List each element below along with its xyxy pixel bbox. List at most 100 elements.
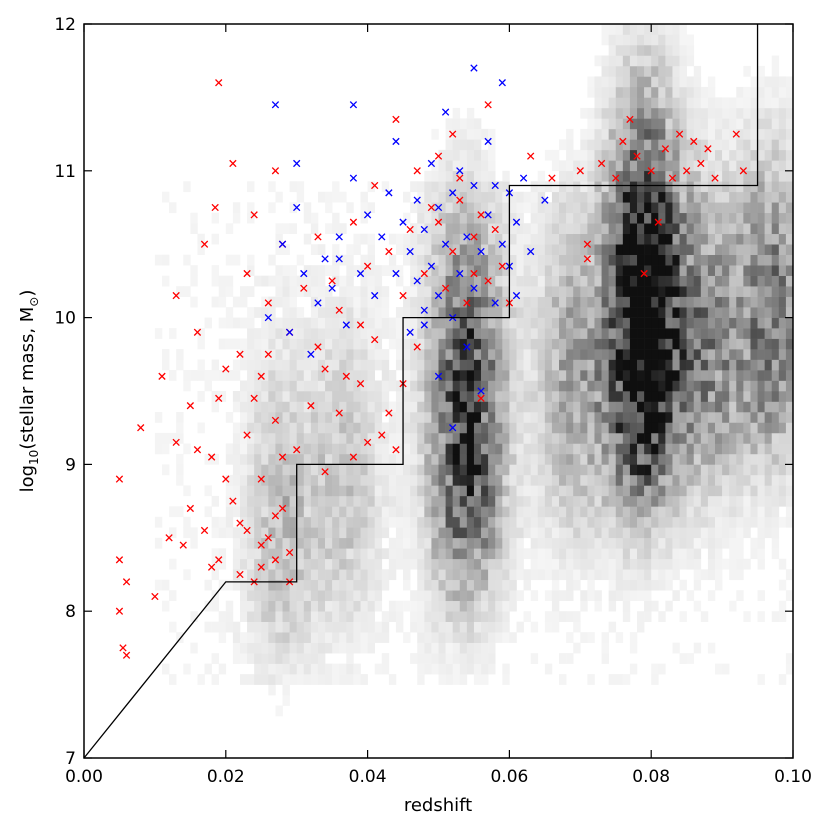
density-cell bbox=[679, 548, 687, 560]
density-cell bbox=[757, 370, 765, 381]
density-cell bbox=[672, 485, 680, 497]
density-cell bbox=[388, 506, 397, 518]
density-cell bbox=[679, 391, 687, 402]
density-cell bbox=[566, 139, 574, 151]
density-cell bbox=[495, 265, 503, 276]
density-cell bbox=[608, 24, 617, 35]
density-cell bbox=[615, 401, 624, 413]
density-cell bbox=[502, 170, 510, 182]
density-cell bbox=[346, 443, 354, 455]
density-cell bbox=[700, 275, 709, 287]
density-cell bbox=[715, 202, 723, 214]
density-cell bbox=[778, 170, 787, 182]
density-cell bbox=[715, 422, 723, 434]
density-cell bbox=[644, 558, 652, 570]
density-cell bbox=[651, 191, 659, 203]
density-cell bbox=[778, 443, 787, 455]
density-cell bbox=[516, 474, 524, 486]
blue-point bbox=[512, 291, 521, 300]
density-cell bbox=[360, 632, 368, 643]
density-cell bbox=[736, 527, 744, 539]
density-cell bbox=[608, 265, 617, 276]
density-cell bbox=[566, 474, 574, 486]
density-cell bbox=[473, 338, 482, 350]
density-cell bbox=[431, 653, 439, 664]
density-cell bbox=[360, 432, 368, 444]
density-cell bbox=[516, 244, 524, 255]
density-cell bbox=[771, 432, 780, 444]
density-cell bbox=[225, 443, 234, 455]
density-cell bbox=[261, 527, 269, 539]
density-cell bbox=[785, 265, 794, 276]
density-cell bbox=[722, 275, 730, 287]
red-point bbox=[456, 196, 464, 204]
density-cell bbox=[722, 516, 730, 528]
density-cell bbox=[388, 548, 397, 560]
density-cell bbox=[686, 149, 695, 161]
density-cell bbox=[183, 443, 191, 455]
density-cell bbox=[317, 569, 326, 581]
density-cell bbox=[658, 307, 666, 318]
density-cell bbox=[629, 275, 638, 287]
red-point bbox=[661, 145, 670, 153]
density-cell bbox=[282, 579, 290, 591]
density-cell bbox=[395, 349, 404, 360]
density-cell bbox=[785, 191, 794, 203]
density-cell bbox=[473, 600, 482, 612]
density-cell bbox=[785, 76, 794, 88]
density-cell bbox=[601, 307, 609, 318]
y-tick-label: 7 bbox=[65, 749, 76, 769]
density-cell bbox=[431, 286, 439, 297]
density-cell bbox=[481, 600, 489, 612]
density-cell bbox=[715, 359, 723, 371]
density-cell bbox=[459, 149, 468, 161]
density-cell bbox=[601, 317, 609, 329]
density-cell bbox=[665, 65, 673, 77]
density-cell bbox=[587, 181, 595, 193]
density-cell bbox=[757, 411, 765, 423]
density-cell bbox=[445, 296, 453, 308]
density-cell bbox=[261, 328, 269, 339]
density-cell bbox=[785, 212, 794, 224]
density-cell bbox=[608, 233, 617, 245]
density-cell bbox=[594, 212, 602, 224]
density-cell bbox=[601, 391, 609, 402]
density-cell bbox=[502, 296, 510, 308]
density-cell bbox=[317, 506, 326, 518]
density-cell bbox=[488, 653, 496, 664]
density-cell bbox=[587, 233, 595, 245]
density-cell bbox=[211, 653, 220, 664]
density-cell bbox=[750, 432, 758, 444]
density-cell bbox=[573, 495, 581, 507]
density-cell bbox=[700, 317, 709, 329]
density-cell bbox=[743, 349, 751, 360]
density-cell bbox=[360, 495, 368, 507]
density-cell bbox=[743, 86, 751, 98]
density-cell bbox=[473, 558, 482, 570]
density-cell bbox=[495, 453, 503, 465]
density-cell bbox=[289, 401, 297, 413]
y-tick-label: 12 bbox=[54, 15, 76, 35]
density-cell bbox=[417, 191, 425, 203]
density-cell bbox=[551, 579, 560, 591]
density-cell bbox=[303, 548, 312, 560]
density-cell bbox=[757, 223, 765, 235]
density-cell bbox=[665, 349, 673, 360]
density-cell bbox=[544, 202, 553, 214]
density-cell bbox=[637, 149, 645, 161]
density-cell bbox=[644, 296, 652, 308]
density-cell bbox=[672, 380, 680, 392]
density-cell bbox=[381, 422, 390, 434]
density-cell bbox=[594, 107, 602, 119]
density-cell bbox=[608, 548, 617, 560]
density-cell bbox=[438, 611, 446, 622]
density-cell bbox=[353, 296, 361, 308]
density-cell bbox=[509, 359, 517, 371]
density-cell bbox=[367, 558, 375, 570]
density-cell bbox=[637, 128, 645, 140]
density-cell bbox=[410, 495, 418, 507]
density-cell bbox=[445, 254, 453, 266]
density-cell bbox=[431, 233, 439, 245]
density-cell bbox=[750, 254, 758, 266]
density-cell bbox=[693, 338, 702, 350]
